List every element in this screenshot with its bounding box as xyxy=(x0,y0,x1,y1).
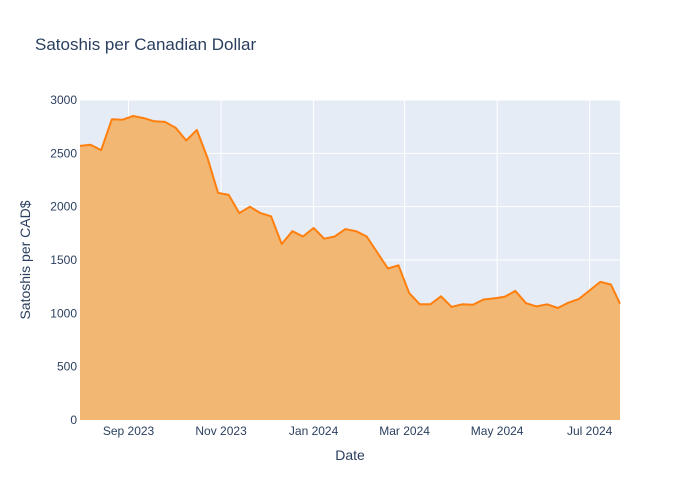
y-tick-label: 500 xyxy=(57,360,77,374)
y-axis-title: Satoshis per CAD$ xyxy=(17,200,33,319)
y-tick-label: 1000 xyxy=(50,306,77,320)
x-tick-label: Jul 2024 xyxy=(567,424,613,438)
x-tick-label: Nov 2023 xyxy=(195,424,247,438)
y-tick-label: 2500 xyxy=(50,146,77,160)
series-line xyxy=(79,115,621,309)
y-tick-label: 2000 xyxy=(50,200,77,214)
x-tick-label: May 2024 xyxy=(471,424,524,438)
y-axis-ticks: 0 500 1000 1500 2000 2500 3000 xyxy=(50,93,77,427)
x-tick-label: Sep 2023 xyxy=(103,424,155,438)
x-tick-label: Mar 2024 xyxy=(379,424,430,438)
x-tick-label: Jan 2024 xyxy=(289,424,339,438)
x-axis-title: Date xyxy=(335,447,365,463)
y-tick-label: 0 xyxy=(70,413,77,427)
y-tick-label: 3000 xyxy=(50,93,77,107)
y-tick-label: 1500 xyxy=(50,253,77,267)
chart-title: Satoshis per Canadian Dollar xyxy=(35,35,256,54)
x-axis-ticks: Sep 2023 Nov 2023 Jan 2024 Mar 2024 May 2024… xyxy=(103,424,613,438)
series-area-fill xyxy=(80,116,620,420)
